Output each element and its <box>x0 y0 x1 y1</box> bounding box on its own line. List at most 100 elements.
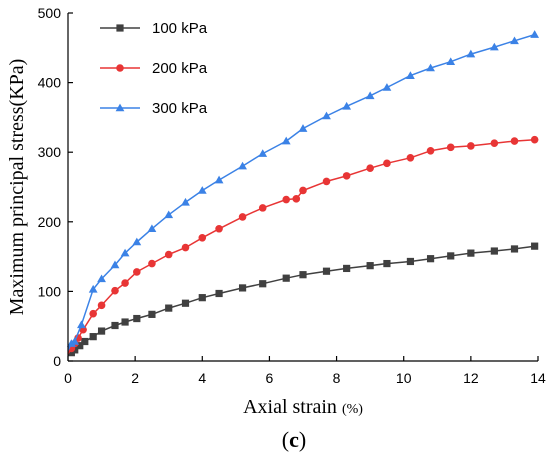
data-point <box>121 279 129 287</box>
data-point <box>426 255 435 263</box>
x-tick-label: 8 <box>333 370 341 386</box>
data-point <box>383 259 391 268</box>
series-1 <box>67 242 539 357</box>
data-point <box>258 149 268 157</box>
data-point <box>197 186 207 194</box>
x-tick-label: 10 <box>396 370 412 386</box>
data-point <box>164 250 173 259</box>
data-point <box>383 159 391 168</box>
data-point <box>111 321 119 330</box>
data-point <box>382 83 392 91</box>
data-point <box>466 49 476 58</box>
y-tick-label: 300 <box>38 144 62 160</box>
data-point <box>76 342 84 350</box>
data-point <box>343 264 351 273</box>
y-axis-title: Maximum principal stress(KPa) <box>6 59 28 316</box>
x-tick-label: 14 <box>530 370 546 386</box>
series-2 <box>67 135 539 355</box>
data-point <box>467 142 475 150</box>
axes-layer <box>67 13 538 362</box>
data-point <box>342 101 352 110</box>
data-point <box>81 337 89 346</box>
data-point <box>215 289 223 298</box>
legend-item: 200 kPa <box>100 60 208 77</box>
data-point <box>447 252 455 260</box>
data-point <box>281 136 291 145</box>
legend-label: 300 kPa <box>152 100 208 117</box>
data-point <box>181 299 190 307</box>
data-point <box>426 147 435 155</box>
data-point <box>148 259 156 268</box>
x-tick-label: 12 <box>463 370 479 386</box>
legend-marker <box>115 103 125 112</box>
data-point <box>258 204 267 212</box>
data-point <box>97 301 106 310</box>
data-point <box>530 30 540 38</box>
data-point <box>89 333 97 341</box>
data-point <box>322 177 331 186</box>
x-tick-label: 4 <box>198 370 206 386</box>
x-tick-label: 2 <box>131 370 139 386</box>
data-point <box>238 284 247 292</box>
data-point <box>406 257 415 266</box>
data-point <box>97 274 106 283</box>
x-tick-label: 0 <box>64 370 72 386</box>
x-tick-label: 6 <box>266 370 274 386</box>
data-point <box>292 195 301 203</box>
data-point <box>366 262 374 270</box>
data-point <box>215 224 223 233</box>
data-point <box>238 213 247 221</box>
x-axis-unit: (%) <box>342 402 363 417</box>
data-point <box>510 245 519 253</box>
data-point <box>426 63 435 72</box>
data-point <box>181 243 190 252</box>
legend-marker <box>116 64 124 72</box>
data-point <box>70 337 80 345</box>
legend: 100 kPa 200 kPa 300 kPa <box>100 20 208 117</box>
data-point <box>282 274 290 282</box>
data-point <box>446 57 456 66</box>
panel-paren-close: ) <box>299 427 306 452</box>
data-point <box>298 124 308 132</box>
series-layer <box>66 30 540 357</box>
data-point <box>238 161 247 170</box>
data-point <box>181 197 190 206</box>
data-point <box>299 186 307 195</box>
data-point <box>531 242 539 250</box>
data-point <box>259 280 267 288</box>
data-point <box>490 247 498 255</box>
ticks-layer: 0 2 4 6 8 10 12 14 0 100 200 300 400 500 <box>38 5 546 386</box>
data-point <box>132 237 142 246</box>
legend-marker <box>116 24 124 32</box>
legend-label: 200 kPa <box>152 60 208 77</box>
panel-label: (c) <box>282 427 306 452</box>
panel-paren-open: ( <box>282 427 289 452</box>
data-point <box>121 318 129 326</box>
data-point <box>510 137 519 145</box>
y-tick-label: 200 <box>38 214 62 230</box>
data-point <box>322 267 331 275</box>
data-point <box>198 294 206 302</box>
data-point <box>111 286 119 295</box>
data-point <box>147 224 157 233</box>
data-point <box>165 304 173 312</box>
data-point <box>530 135 539 144</box>
x-axis-title: Axial strain (%) <box>243 396 363 418</box>
y-tick-label: 400 <box>38 75 62 91</box>
data-point <box>198 234 207 242</box>
x-axis-title-text: Axial strain <box>243 396 337 418</box>
data-point <box>406 153 415 162</box>
data-point <box>299 271 307 279</box>
series-3 <box>66 30 540 351</box>
legend-item: 100 kPa <box>100 20 208 37</box>
data-point <box>489 42 499 51</box>
y-tick-label: 0 <box>53 353 61 369</box>
data-point <box>322 111 331 120</box>
legend-item: 300 kPa <box>100 100 208 117</box>
data-point <box>120 248 130 257</box>
data-point <box>510 36 519 45</box>
series-line-1 <box>67 245 535 356</box>
y-tick-label: 500 <box>38 5 62 21</box>
panel-letter: c <box>289 427 299 452</box>
